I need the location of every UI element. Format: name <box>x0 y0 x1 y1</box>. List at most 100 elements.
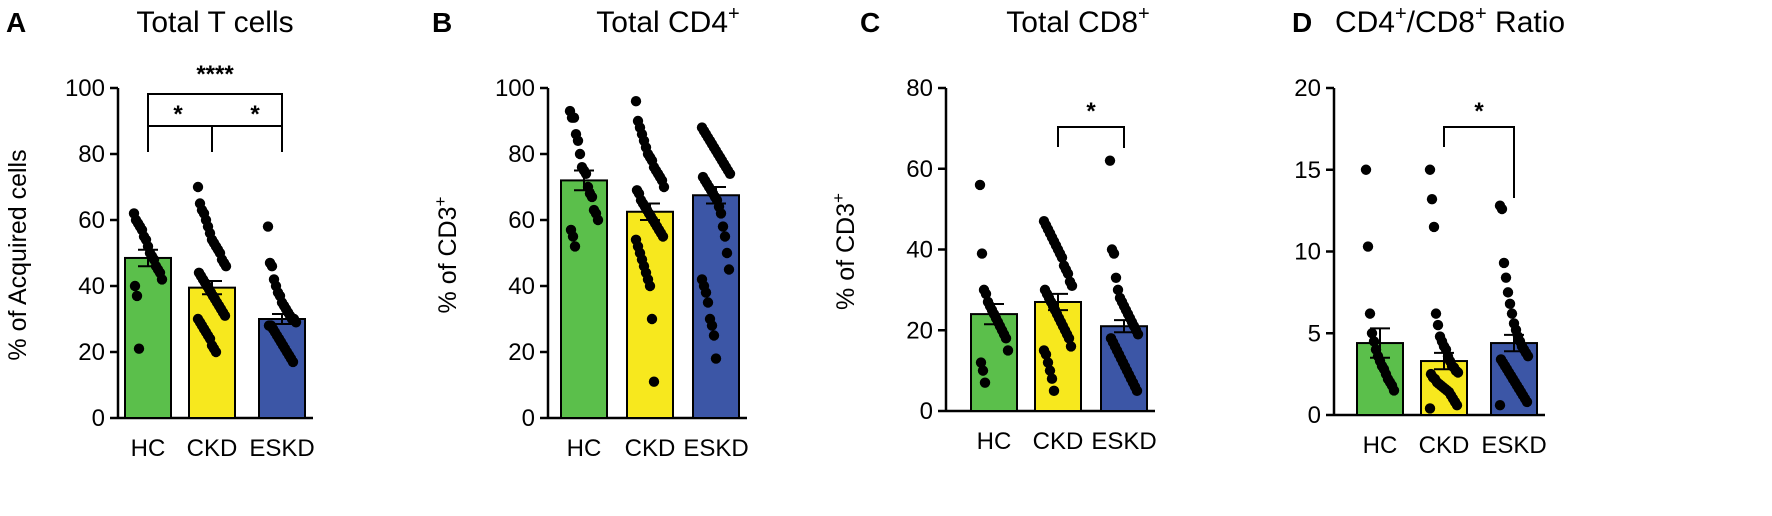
x-tick-label: ESKD <box>1091 428 1156 455</box>
x-tick-label: CKD <box>187 435 238 462</box>
panel-letter: D <box>1292 7 1312 38</box>
x-tick-label: ESKD <box>683 435 748 462</box>
sig-label: * <box>1474 98 1484 125</box>
data-point <box>592 214 604 226</box>
chart-title: Total T cells <box>136 6 293 39</box>
data-point <box>1062 268 1074 279</box>
data-point <box>630 96 642 107</box>
data-point <box>724 168 736 179</box>
data-point <box>568 112 580 123</box>
y-axis-label: % of Acquired cells <box>4 149 32 360</box>
data-point <box>220 261 232 272</box>
x-tick-label: ESKD <box>249 435 314 462</box>
data-point <box>219 310 231 321</box>
y-tick-label: 20 <box>508 339 535 366</box>
title-superscript: + <box>1395 3 1407 25</box>
x-tick-label: HC <box>1363 432 1398 459</box>
data-point <box>1108 248 1120 259</box>
data-point <box>715 208 727 219</box>
data-point <box>1428 221 1440 233</box>
y-tick-label: 20 <box>78 339 105 366</box>
y-tick-label: 0 <box>92 405 105 432</box>
y-axis-label-text: % of Acquired cells <box>4 149 32 360</box>
panel-letter: C <box>860 7 880 38</box>
y-axis-label: % of CD3+ <box>829 193 860 310</box>
data-point <box>1498 257 1510 269</box>
data-point <box>569 241 581 252</box>
panel-letter: A <box>6 7 26 38</box>
data-point <box>1131 385 1143 397</box>
data-point <box>1451 399 1463 411</box>
y-tick-label: 0 <box>920 398 933 425</box>
data-point <box>706 320 718 331</box>
y-tick-label: 60 <box>906 156 933 183</box>
data-point <box>131 290 143 302</box>
sig-label: * <box>1086 98 1096 125</box>
data-point <box>1046 373 1058 384</box>
sig-label: * <box>173 101 183 128</box>
data-point <box>1048 385 1060 397</box>
data-point <box>1426 193 1438 205</box>
data-point <box>1364 308 1376 319</box>
y-tick-label: 60 <box>78 207 105 234</box>
y-tick-label: 15 <box>1294 157 1321 184</box>
x-tick-label: HC <box>977 428 1012 455</box>
data-point <box>580 168 592 179</box>
y-tick-label: 20 <box>1294 75 1321 102</box>
data-point <box>1424 164 1436 175</box>
data-point <box>1366 328 1378 339</box>
data-point <box>1112 284 1124 296</box>
sig-label: **** <box>196 61 234 88</box>
title-text-mid: /CD8 <box>1407 6 1475 39</box>
y-axis-label-superscript: + <box>431 196 450 206</box>
y-tick-label: 80 <box>78 141 105 168</box>
data-point <box>1500 272 1512 283</box>
data-point <box>567 231 579 242</box>
bar-eskd <box>692 194 740 419</box>
data-point <box>133 343 145 354</box>
data-point <box>1388 385 1400 396</box>
data-point <box>1452 367 1464 378</box>
x-tick-label: HC <box>567 435 602 462</box>
data-point <box>1368 336 1380 347</box>
data-point <box>1521 396 1533 408</box>
data-point <box>586 191 598 203</box>
x-tick-label: CKD <box>625 435 676 462</box>
data-point <box>1502 287 1514 298</box>
data-point <box>1063 333 1075 344</box>
data-point <box>980 288 992 300</box>
data-point <box>287 356 299 368</box>
data-point <box>1104 155 1116 166</box>
x-tick-label: CKD <box>1033 428 1084 455</box>
panel-letter: B <box>432 7 452 38</box>
sig-label: * <box>250 101 260 128</box>
sig-bracket <box>148 125 282 152</box>
data-point <box>977 365 989 376</box>
panel-a: A Total T cells % of Acquired cells 0 20 40 60… <box>4 6 315 462</box>
data-point <box>1056 252 1068 263</box>
data-point <box>710 353 722 364</box>
y-tick-label: 0 <box>1308 402 1321 429</box>
data-point <box>1494 399 1506 411</box>
sig-bracket <box>1443 126 1515 198</box>
data-point <box>572 135 584 146</box>
data-point <box>976 248 988 259</box>
sig-bracket <box>147 93 283 152</box>
y-axis-label-text: % of CD3 <box>434 206 462 313</box>
y-tick-label: 40 <box>78 273 105 300</box>
data-point <box>1000 333 1012 344</box>
data-point <box>1432 319 1444 331</box>
data-point <box>1044 365 1056 376</box>
data-point <box>717 221 729 232</box>
data-point <box>266 261 278 272</box>
data-point <box>1504 298 1516 310</box>
data-point <box>644 280 656 292</box>
data-point <box>1424 403 1436 414</box>
x-tick-label: ESKD <box>1481 432 1546 459</box>
chart-title: Total CD4+ <box>596 3 739 39</box>
data-point <box>1522 350 1534 362</box>
data-point <box>156 274 168 285</box>
